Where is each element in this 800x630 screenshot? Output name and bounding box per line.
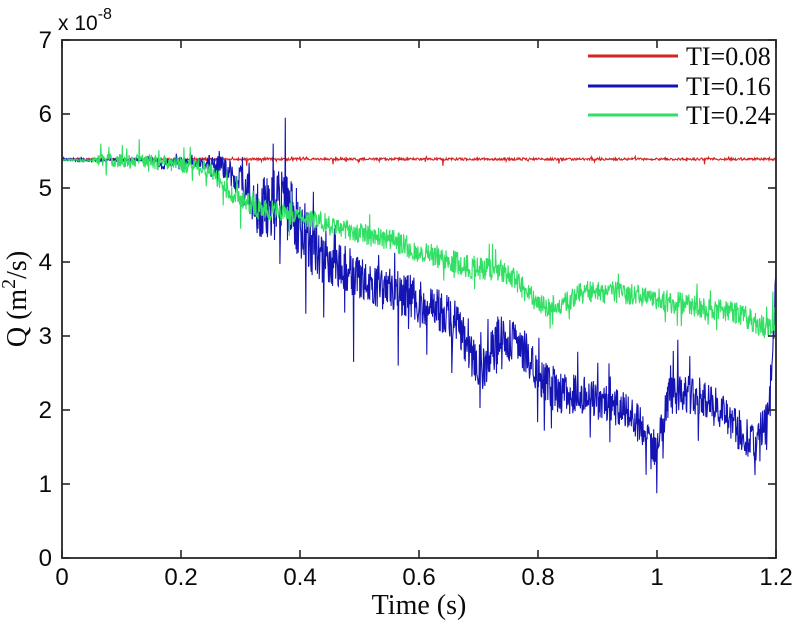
x-tick-label: 0.6: [402, 564, 435, 591]
series-line-ti-0-16: [62, 117, 776, 494]
x-tick-label: 0.8: [521, 564, 554, 591]
series-group: [62, 117, 776, 494]
x-tick-label: 0: [55, 564, 68, 591]
y-axis-exponent-label: x 10-8: [58, 6, 112, 35]
x-tick-label: 1: [650, 564, 663, 591]
y-tick-label: 2: [39, 397, 52, 424]
x-tick-label: 0.4: [283, 564, 316, 591]
legend-entry-ti-024: TI=0.24: [588, 101, 771, 130]
legend-entry-ti-008: TI=0.08: [588, 42, 771, 71]
y-tick-label: 7: [39, 27, 52, 54]
legend-label-ti-024: TI=0.24: [686, 101, 771, 130]
x-axis-title: Time (s): [372, 590, 467, 621]
y-tick-label: 1: [39, 471, 52, 498]
series-line-ti-0-24: [62, 139, 776, 339]
axis-ticks: [61, 39, 777, 559]
y-tick-label: 5: [39, 175, 52, 202]
legend-entry-ti-016: TI=0.16: [588, 72, 771, 101]
legend: TI=0.08 TI=0.16 TI=0.24: [588, 42, 771, 130]
axis-tick-labels: 0 0.2 0.4 0.6 0.8 1 1.2 0 1 2 3 4 5 6 7: [39, 27, 793, 591]
x-tick-label: 1.2: [759, 564, 792, 591]
legend-label-ti-008: TI=0.08: [686, 42, 771, 71]
legend-label-ti-016: TI=0.16: [686, 72, 771, 101]
y-tick-label: 6: [39, 101, 52, 128]
y-axis-title: Q (m2/s): [0, 251, 33, 347]
y-tick-label: 4: [39, 249, 52, 276]
x-tick-label: 0.2: [164, 564, 197, 591]
y-tick-label: 3: [39, 323, 52, 350]
y-tick-label: 0: [39, 545, 52, 572]
